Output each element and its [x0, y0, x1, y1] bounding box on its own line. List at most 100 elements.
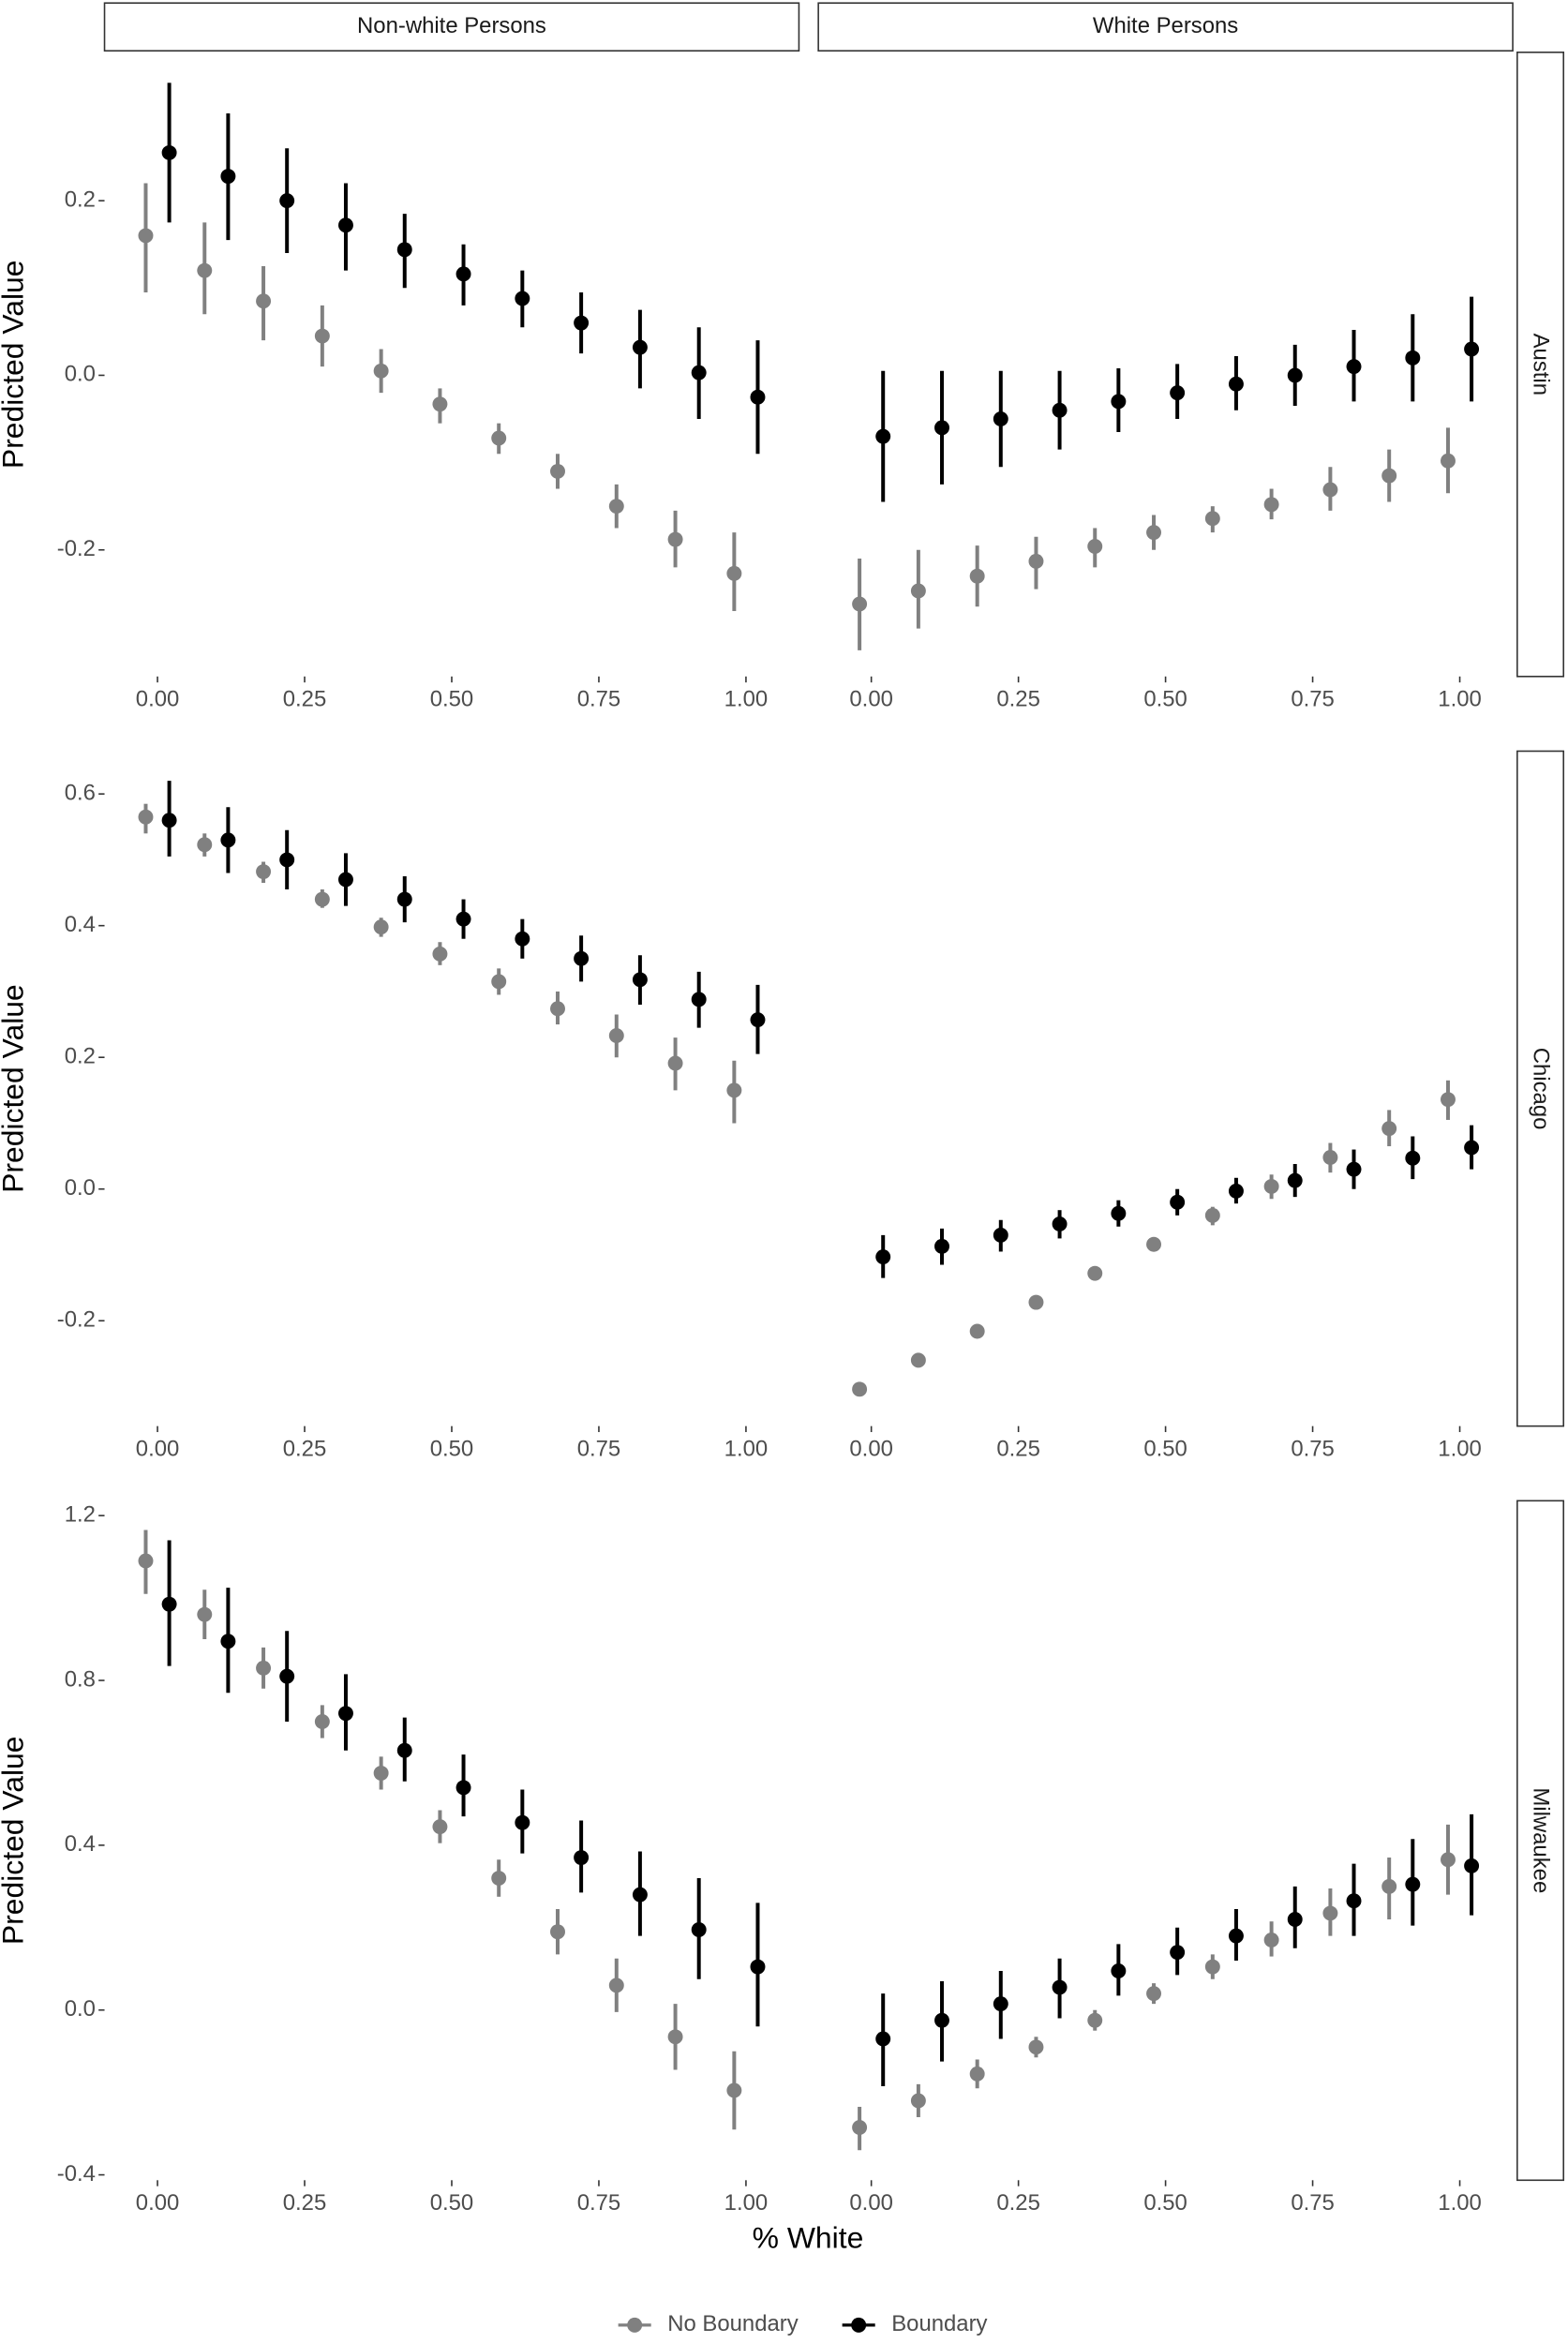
point	[256, 1660, 272, 1676]
point	[550, 463, 565, 479]
y-tick-label: 0.2	[65, 187, 96, 212]
point	[1170, 385, 1186, 401]
point	[396, 891, 412, 907]
y-axis-label: Predicted Value	[0, 984, 29, 1193]
point	[1087, 1265, 1103, 1281]
point	[1228, 376, 1244, 392]
point	[1263, 1178, 1279, 1194]
point	[197, 837, 213, 853]
x-tick-label: 0.00	[849, 1436, 892, 1461]
point	[667, 531, 683, 547]
point	[875, 428, 891, 444]
point	[1441, 1092, 1456, 1108]
y-tick-label: 0.0	[65, 362, 96, 387]
strip	[1516, 1500, 1565, 2182]
point	[220, 832, 236, 848]
point	[161, 813, 177, 828]
x-tick-label: 1.00	[1438, 687, 1481, 712]
point	[969, 1323, 985, 1339]
point	[750, 389, 766, 405]
x-tick-label: 0.50	[1143, 1436, 1187, 1461]
point	[1146, 525, 1162, 541]
point	[1381, 1121, 1397, 1137]
point	[1381, 1878, 1397, 1894]
x-tick-label: 0.75	[1291, 1436, 1335, 1461]
point	[1052, 1979, 1068, 1995]
point	[1441, 1852, 1456, 1868]
point	[256, 864, 272, 880]
point	[314, 328, 330, 344]
x-tick-label: 0.25	[283, 2190, 327, 2216]
x-tick-label: 0.25	[283, 1436, 327, 1461]
point	[608, 1028, 624, 1043]
point	[1287, 1912, 1303, 1927]
point	[1204, 511, 1220, 527]
point	[1346, 1161, 1362, 1177]
point	[934, 420, 949, 436]
point	[852, 1381, 868, 1397]
point	[1346, 1893, 1362, 1909]
point	[632, 972, 648, 988]
point	[491, 974, 507, 990]
strip-label: Milwaukee	[1528, 1787, 1553, 1893]
point	[491, 430, 507, 446]
point	[138, 809, 154, 825]
point	[1464, 341, 1480, 357]
x-tick-label: 0.50	[430, 1436, 474, 1461]
x-tick-label: 0.25	[283, 687, 327, 712]
point	[1111, 1962, 1127, 1978]
x-tick-label: 0.25	[996, 687, 1040, 712]
point	[515, 931, 530, 947]
point	[1287, 367, 1303, 383]
strip	[1516, 52, 1565, 678]
y-tick-label: 0.2	[65, 1044, 96, 1069]
point	[138, 228, 154, 244]
y-tick-label: 0.8	[65, 1666, 96, 1692]
point	[197, 1606, 213, 1622]
x-tick-label: 0.00	[136, 1436, 179, 1461]
point	[750, 1959, 766, 1975]
point	[574, 315, 590, 331]
x-tick-label: 0.00	[849, 2190, 892, 2216]
point	[1322, 1905, 1338, 1921]
point	[314, 891, 330, 907]
x-tick-label: 0.50	[430, 687, 474, 712]
point	[1464, 1858, 1480, 1873]
point	[396, 1742, 412, 1758]
point	[934, 1238, 949, 1254]
point	[750, 1012, 766, 1028]
point	[1464, 1140, 1480, 1156]
point	[574, 1850, 590, 1866]
y-tick-label: 0.0	[65, 1996, 96, 2022]
x-tick-label: 0.50	[1143, 687, 1187, 712]
point	[691, 365, 707, 381]
y-tick-label: -0.4	[57, 2161, 96, 2186]
point	[969, 2066, 985, 2082]
point	[1405, 1876, 1421, 1892]
legend-marker	[627, 2317, 643, 2333]
point	[1204, 1959, 1220, 1975]
point	[432, 396, 448, 412]
x-tick-label: 0.75	[577, 687, 621, 712]
point	[667, 1055, 683, 1071]
x-tick-label: 1.00	[1438, 1436, 1481, 1461]
point	[197, 262, 213, 278]
point	[220, 169, 236, 185]
point	[726, 1082, 742, 1098]
x-tick-label: 0.00	[136, 2190, 179, 2216]
y-tick-label: -0.2	[57, 536, 96, 561]
point	[455, 1780, 471, 1796]
x-tick-label: 0.00	[136, 687, 179, 712]
point	[138, 1553, 154, 1569]
y-tick-label: 0.6	[65, 780, 96, 805]
x-tick-label: 1.00	[724, 687, 768, 712]
x-tick-label: 0.75	[1291, 2190, 1335, 2216]
strip-label: Chicago	[1528, 1048, 1553, 1130]
point	[1146, 1236, 1162, 1252]
point	[852, 596, 868, 612]
point	[1111, 394, 1127, 410]
point	[373, 363, 389, 379]
x-tick-label: 0.25	[996, 2190, 1040, 2216]
point	[279, 193, 295, 209]
